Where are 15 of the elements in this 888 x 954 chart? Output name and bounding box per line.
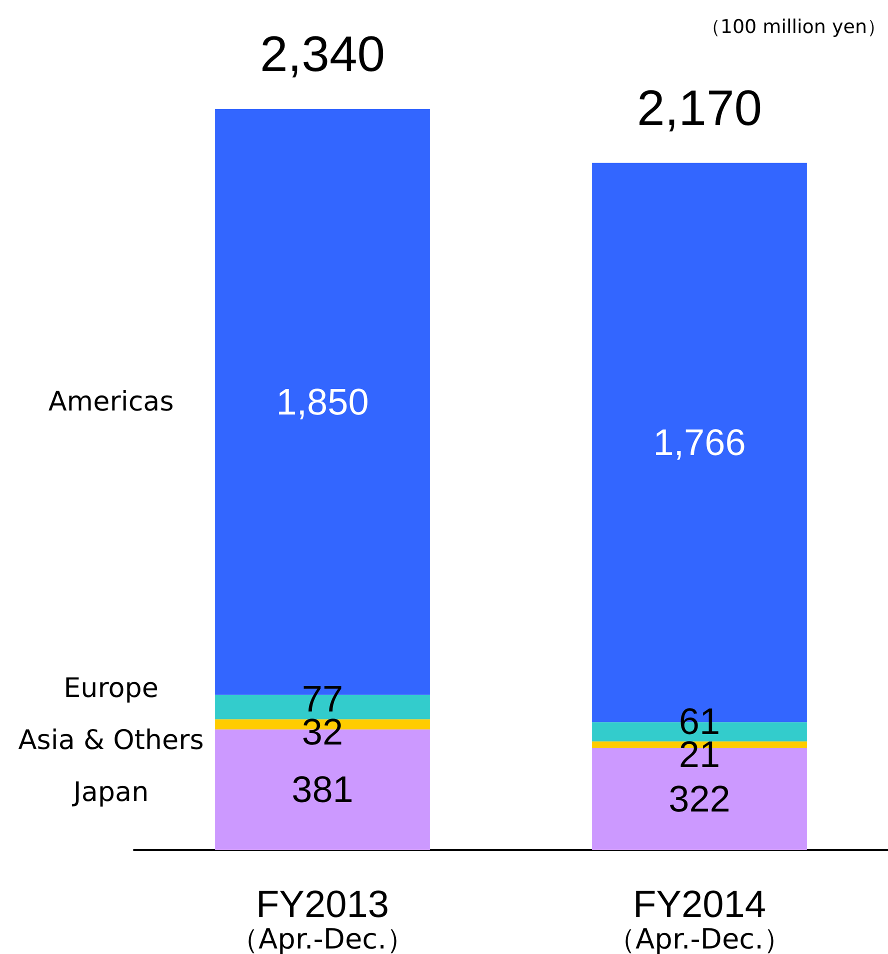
data-label: 1,850: [276, 381, 369, 422]
text: Japan: [71, 776, 149, 808]
data-label: 322: [668, 778, 730, 820]
data-label: 1,766: [653, 422, 746, 463]
data-label: 61: [678, 701, 720, 742]
total-label: 2,340: [260, 26, 386, 82]
total-label: 2,170: [636, 80, 762, 136]
series-label: Americas: [48, 386, 174, 418]
data-label: 381: [292, 769, 354, 810]
text: Europe: [64, 672, 159, 704]
x-tick-label: FY2014 （Apr.-Dec.）: [608, 884, 792, 954]
data-label: 77: [302, 678, 344, 720]
text: （100 million yen）: [701, 16, 886, 38]
x-tick-label: FY2013 （Apr.-Dec.）: [230, 884, 414, 954]
series-label: Asia & Others: [18, 724, 204, 756]
